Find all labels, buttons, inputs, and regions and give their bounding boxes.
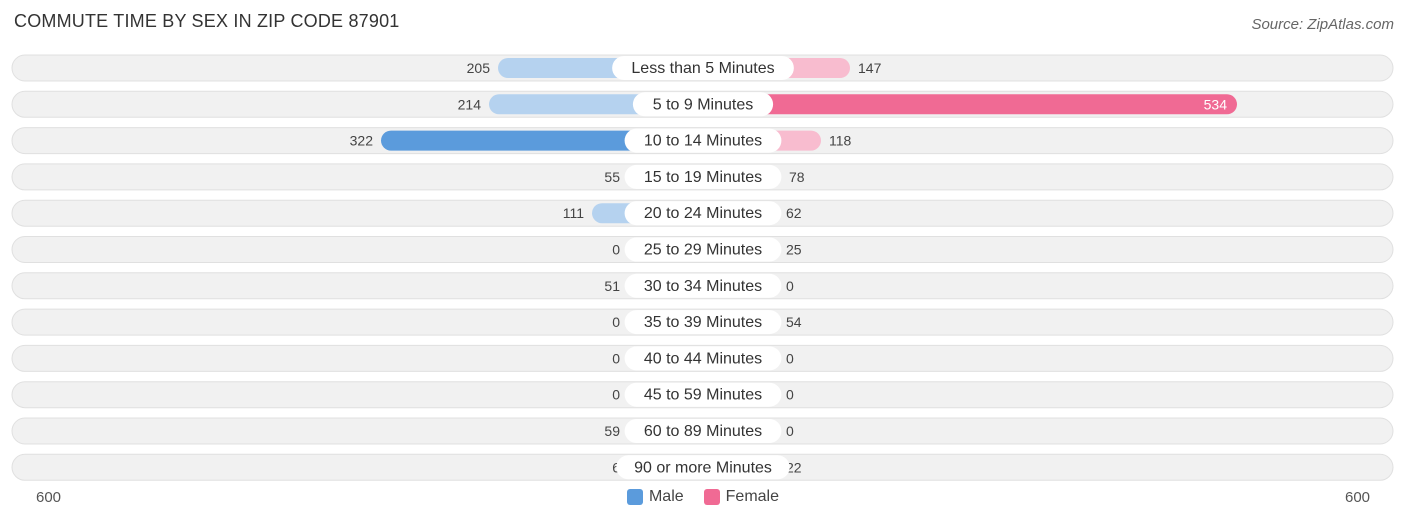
- source-label: Source: ZipAtlas.com: [1251, 16, 1394, 33]
- category-label: 90 or more Minutes: [634, 459, 772, 476]
- value-label-female: 118: [829, 133, 852, 149]
- legend-label-female: Female: [725, 488, 780, 505]
- value-label-male: 0: [612, 387, 620, 403]
- category-pill: [624, 128, 782, 153]
- category-label: 20 to 24 Minutes: [644, 205, 762, 222]
- category-label: 35 to 39 Minutes: [644, 314, 762, 331]
- value-label-female: 534: [1204, 96, 1228, 112]
- value-label-female: 62: [786, 205, 802, 221]
- axis-left-label: 600: [36, 489, 62, 506]
- category-label: 40 to 44 Minutes: [644, 350, 762, 367]
- category-label: 60 to 89 Minutes: [644, 423, 762, 440]
- category-label: 25 to 29 Minutes: [644, 242, 762, 259]
- value-label-female: 0: [786, 423, 794, 439]
- value-label-female: 25: [786, 242, 802, 258]
- value-label-female: 147: [858, 60, 882, 76]
- legend: Male Female: [0, 488, 1406, 506]
- category-pill: [624, 237, 782, 262]
- category-label: Less than 5 Minutes: [631, 60, 774, 77]
- category-pill: [624, 346, 782, 371]
- legend-swatch-male: [626, 489, 643, 505]
- value-label-male: 322: [350, 133, 374, 149]
- value-label-female: 0: [786, 387, 794, 403]
- category-pill: [632, 92, 774, 117]
- legend-label-male: Male: [648, 488, 684, 505]
- value-label-female: 78: [789, 169, 805, 185]
- value-label-female: 0: [786, 278, 794, 294]
- legend-item-female[interactable]: Female: [703, 488, 780, 506]
- category-label: 15 to 19 Minutes: [644, 169, 762, 186]
- value-label-female: 0: [786, 350, 794, 366]
- category-label: 45 to 59 Minutes: [644, 387, 762, 404]
- value-label-male: 205: [467, 60, 491, 76]
- category-pill: [624, 382, 782, 407]
- value-label-male: 59: [604, 423, 620, 439]
- category-pill: [624, 273, 782, 298]
- bar-female: [703, 94, 1237, 115]
- value-label-male: 214: [458, 96, 482, 112]
- category-label: 5 to 9 Minutes: [653, 96, 754, 113]
- value-label-male: 111: [563, 205, 584, 221]
- category-label: 30 to 34 Minutes: [644, 278, 762, 295]
- bar-male: [381, 130, 703, 151]
- value-label-male: 0: [612, 242, 620, 258]
- legend-item-male[interactable]: Male: [626, 488, 684, 506]
- value-label-male: 55: [604, 169, 620, 185]
- value-label-male: 0: [612, 350, 620, 366]
- axis-right-label: 600: [1345, 489, 1371, 506]
- value-label-male: 51: [604, 278, 620, 294]
- category-label: 10 to 14 Minutes: [644, 133, 762, 150]
- category-pill: [624, 164, 782, 189]
- category-pill: [616, 455, 790, 480]
- chart-title: COMMUTE TIME BY SEX IN ZIP CODE 87901: [14, 11, 400, 31]
- value-label-female: 22: [786, 459, 802, 475]
- value-label-female: 54: [786, 314, 802, 330]
- category-pill: [624, 201, 782, 226]
- category-pill: [624, 419, 782, 443]
- category-pill: [612, 56, 794, 80]
- category-pill: [624, 310, 782, 335]
- value-label-male: 6: [612, 459, 620, 475]
- value-label-male: 0: [612, 314, 620, 330]
- legend-swatch-female: [703, 489, 720, 505]
